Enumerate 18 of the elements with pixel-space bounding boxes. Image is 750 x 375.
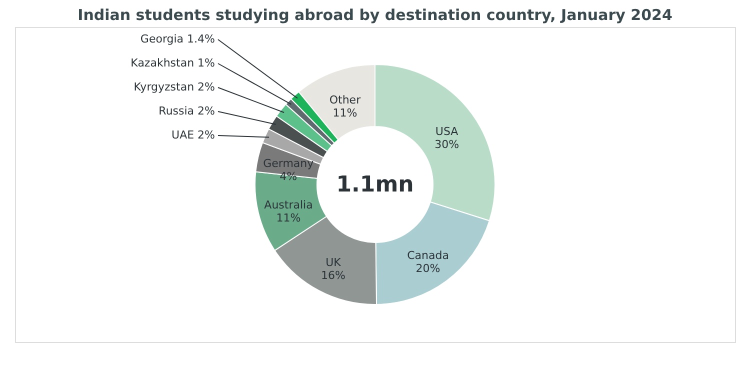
slice-label: Kyrgyzstan 2% [134, 80, 215, 94]
slice-label: Other [329, 94, 362, 107]
slice-label: USA [435, 124, 459, 138]
slice-label: UK [326, 256, 342, 270]
data-label: 30% [434, 138, 460, 151]
text: 1.1mn [336, 172, 414, 198]
slice-label: Georgia 1.4% [140, 32, 215, 46]
slice-label: Kazakhstan 1% [130, 56, 215, 70]
slice-label: Russia 2% [158, 104, 215, 118]
data-label: 20% [416, 262, 440, 275]
chart-title: Indian students studying abroad by destination country, January 2024 [78, 6, 672, 24]
slice-label: UAE 2% [172, 128, 215, 142]
slice-label: Australia [264, 198, 313, 212]
data-label: 11% [332, 106, 358, 120]
slice-label: Germany [263, 157, 314, 170]
data-label: 16% [321, 269, 346, 282]
slice-label: Canada [407, 248, 449, 262]
data-label: 11% [276, 211, 301, 224]
